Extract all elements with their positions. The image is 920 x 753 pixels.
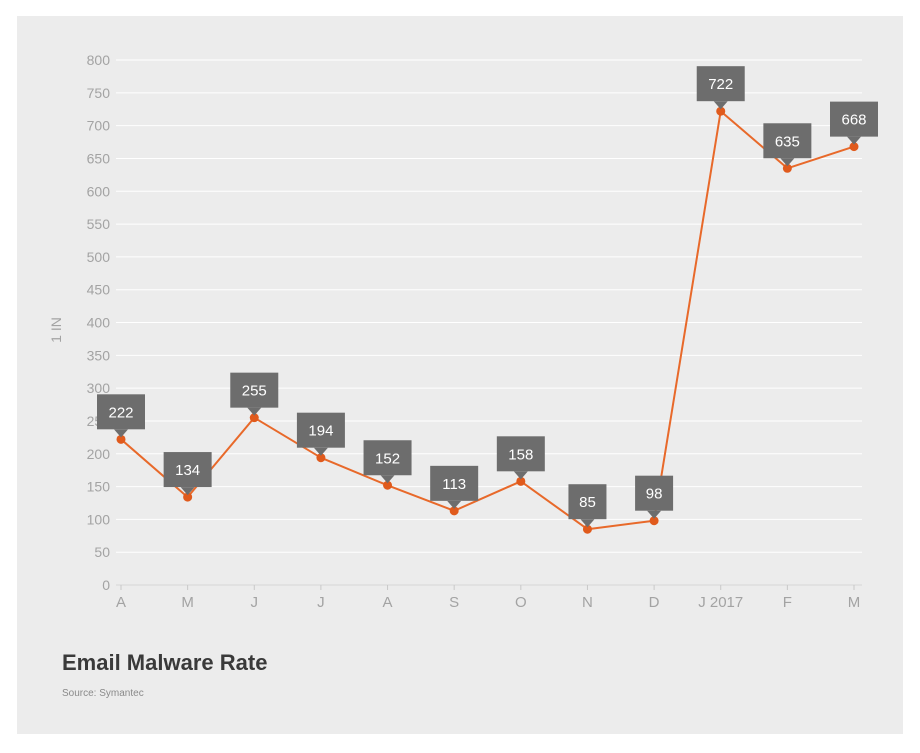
y-tick-label: 750 bbox=[87, 85, 111, 101]
chart-title: Email Malware Rate bbox=[62, 650, 268, 675]
x-tick-label: J 2017 bbox=[698, 594, 743, 611]
x-tick-label: A bbox=[116, 594, 126, 611]
data-point bbox=[849, 142, 859, 152]
y-axis-ticks: 0501001502002503003504004505005506006507… bbox=[87, 52, 111, 593]
data-label: 222 bbox=[97, 394, 145, 438]
data-label: 668 bbox=[830, 101, 878, 145]
y-tick-label: 200 bbox=[87, 446, 111, 462]
y-tick-label: 400 bbox=[87, 315, 111, 331]
data-label: 255 bbox=[230, 372, 279, 416]
chart-source: Source: Symantec bbox=[62, 688, 144, 699]
data-label-text: 98 bbox=[646, 486, 663, 503]
data-label: 194 bbox=[296, 412, 345, 456]
data-label: 722 bbox=[696, 66, 745, 110]
y-tick-label: 50 bbox=[94, 544, 110, 560]
data-point bbox=[383, 480, 393, 490]
data-point bbox=[582, 524, 592, 534]
x-tick-label: S bbox=[449, 594, 459, 611]
data-label-text: 113 bbox=[442, 476, 466, 493]
chart-panel bbox=[17, 16, 903, 734]
data-label-text: 255 bbox=[242, 383, 267, 400]
data-point bbox=[316, 453, 326, 463]
data-label-text: 722 bbox=[708, 76, 733, 93]
data-label-text: 222 bbox=[108, 404, 133, 421]
data-point bbox=[249, 413, 259, 423]
y-axis-label: 1 IN bbox=[48, 317, 64, 343]
data-label-text: 194 bbox=[308, 423, 333, 440]
y-tick-label: 500 bbox=[87, 249, 111, 265]
y-tick-label: 100 bbox=[87, 511, 111, 527]
x-tick-label: M bbox=[848, 594, 861, 611]
x-tick-label: J bbox=[317, 594, 325, 611]
y-tick-label: 600 bbox=[87, 183, 111, 199]
data-label-text: 635 bbox=[775, 133, 800, 150]
data-label-text: 85 bbox=[579, 494, 596, 511]
data-point bbox=[649, 516, 659, 526]
y-tick-label: 300 bbox=[87, 380, 111, 396]
grid-lines bbox=[116, 59, 862, 586]
data-label: 113 bbox=[430, 465, 479, 509]
x-tick-label: A bbox=[383, 594, 393, 611]
x-tick-label: M bbox=[181, 594, 194, 611]
x-tick-label: J bbox=[251, 594, 259, 611]
data-label: 635 bbox=[763, 123, 812, 167]
data-label: 158 bbox=[496, 436, 545, 480]
y-tick-label: 350 bbox=[87, 347, 111, 363]
series-line-path bbox=[120, 110, 855, 531]
data-label: 152 bbox=[363, 440, 412, 484]
data-label: 85 bbox=[568, 484, 607, 528]
y-tick-label: 700 bbox=[87, 118, 111, 134]
data-label-text: 158 bbox=[508, 446, 533, 463]
data-point bbox=[516, 476, 526, 486]
series-line bbox=[120, 110, 855, 531]
data-point bbox=[183, 492, 193, 502]
data-point bbox=[782, 163, 792, 173]
x-tick-label: O bbox=[515, 594, 527, 611]
data-label-text: 134 bbox=[175, 462, 200, 479]
y-tick-label: 150 bbox=[87, 479, 111, 495]
x-tick-label: D bbox=[649, 594, 660, 611]
data-label: 98 bbox=[635, 475, 674, 519]
x-axis-ticks: A M J J A S O N D J 2017 F M bbox=[116, 585, 860, 611]
data-label-text: 152 bbox=[375, 450, 400, 467]
y-tick-label: 800 bbox=[87, 52, 111, 68]
y-tick-label: 0 bbox=[102, 577, 110, 593]
x-tick-label: N bbox=[582, 594, 593, 611]
data-label-text: 668 bbox=[841, 112, 866, 129]
y-tick-label: 550 bbox=[87, 216, 111, 232]
data-point bbox=[716, 106, 726, 116]
y-tick-label: 650 bbox=[87, 150, 111, 166]
data-label: 134 bbox=[163, 452, 212, 496]
data-point bbox=[449, 506, 459, 516]
data-points bbox=[116, 106, 859, 534]
data-labels: 222 134 255 194 152 113 158 85 98 722 635 668 bbox=[97, 66, 878, 528]
data-point bbox=[116, 434, 126, 444]
y-tick-label: 450 bbox=[87, 282, 111, 298]
x-tick-label: F bbox=[783, 594, 792, 611]
